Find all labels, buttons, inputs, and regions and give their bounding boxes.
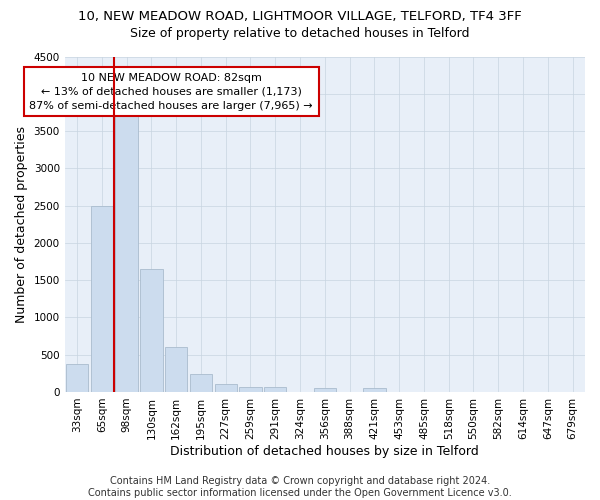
Bar xyxy=(264,388,286,392)
Bar xyxy=(363,388,386,392)
Text: 10 NEW MEADOW ROAD: 82sqm
← 13% of detached houses are smaller (1,173)
87% of se: 10 NEW MEADOW ROAD: 82sqm ← 13% of detac… xyxy=(29,73,313,111)
Text: 10, NEW MEADOW ROAD, LIGHTMOOR VILLAGE, TELFORD, TF4 3FF: 10, NEW MEADOW ROAD, LIGHTMOOR VILLAGE, … xyxy=(78,10,522,23)
Bar xyxy=(190,374,212,392)
X-axis label: Distribution of detached houses by size in Telford: Distribution of detached houses by size … xyxy=(170,444,479,458)
Text: Contains HM Land Registry data © Crown copyright and database right 2024.
Contai: Contains HM Land Registry data © Crown c… xyxy=(88,476,512,498)
Y-axis label: Number of detached properties: Number of detached properties xyxy=(15,126,28,322)
Bar xyxy=(66,364,88,392)
Text: Size of property relative to detached houses in Telford: Size of property relative to detached ho… xyxy=(130,28,470,40)
Bar xyxy=(314,388,336,392)
Bar xyxy=(215,384,237,392)
Bar xyxy=(91,206,113,392)
Bar xyxy=(140,269,163,392)
Bar xyxy=(239,388,262,392)
Bar xyxy=(165,347,187,392)
Bar xyxy=(115,112,138,392)
